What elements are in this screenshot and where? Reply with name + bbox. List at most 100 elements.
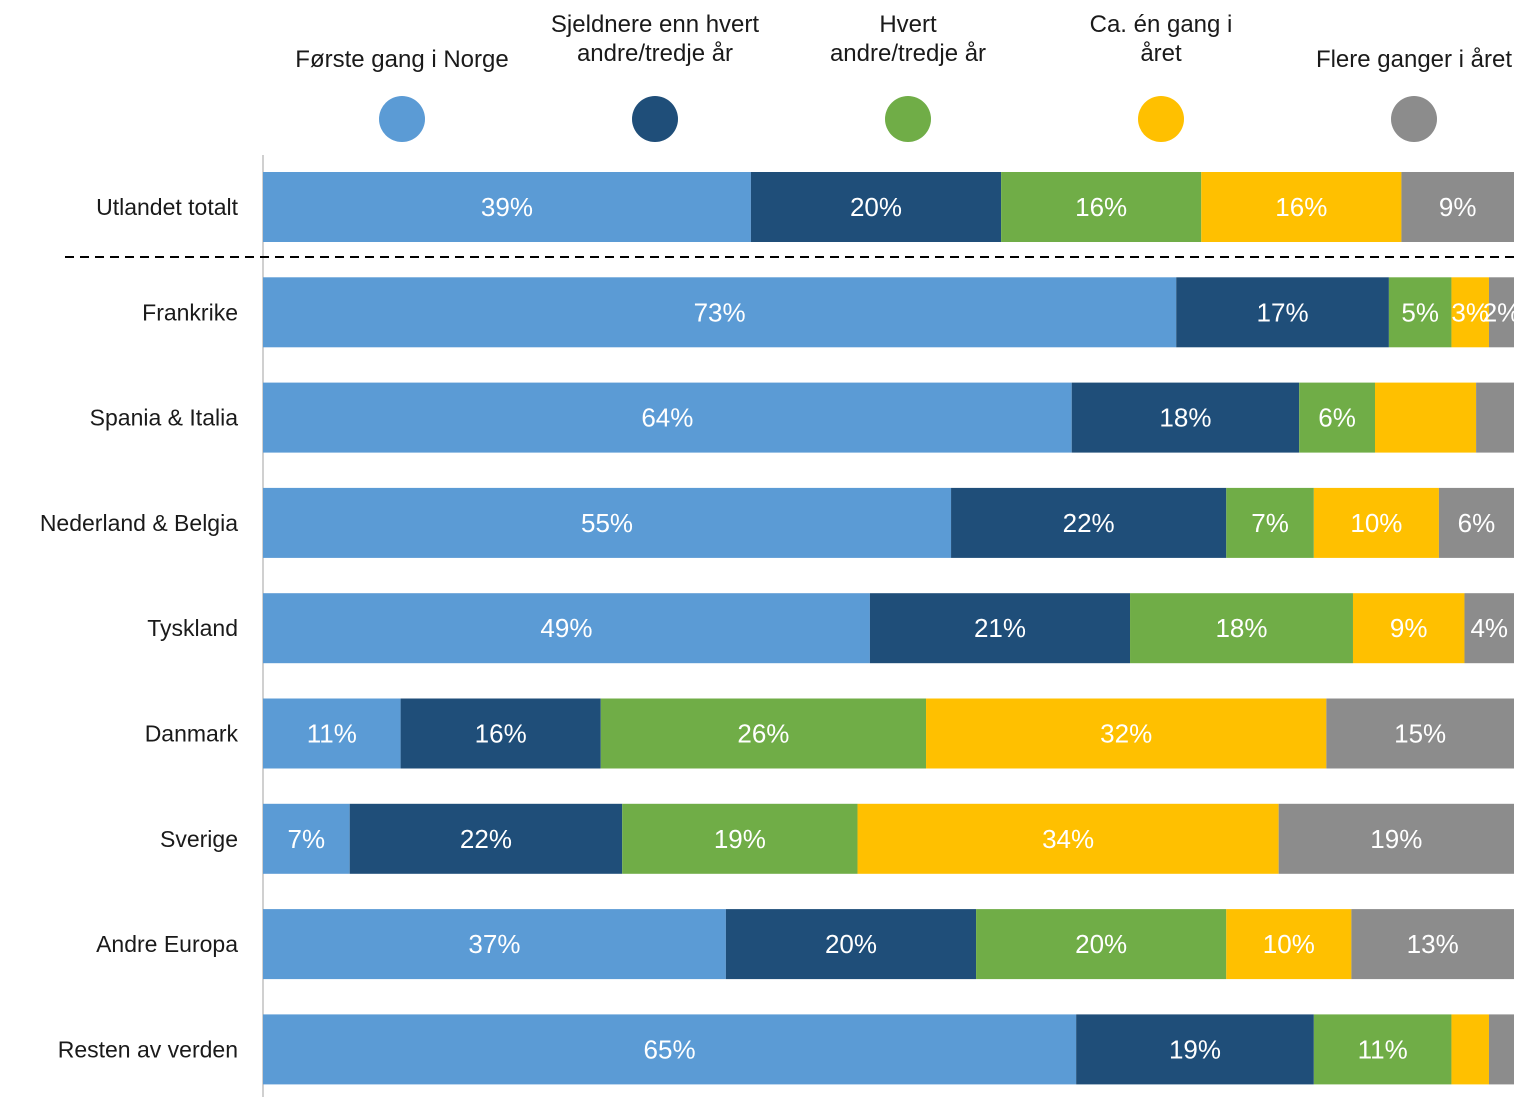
bar-segment: [1451, 277, 1489, 348]
bar-segment: [1313, 1014, 1452, 1085]
bar-segment: [1388, 277, 1452, 348]
bar-segment: [951, 487, 1227, 558]
data-label: 7%: [1251, 508, 1289, 538]
data-label: 20%: [825, 929, 877, 959]
data-label: 18%: [1159, 403, 1211, 433]
bar-segment: [1226, 487, 1314, 558]
legend-label-series-0: Første gang i Norge: [295, 46, 508, 73]
data-label: 9%: [1439, 192, 1477, 222]
bar-segment: [1488, 1014, 1514, 1085]
bar-segment: [263, 803, 350, 874]
bar-segment: [1351, 909, 1514, 980]
bar-segment: [263, 909, 726, 980]
bar-segment: [263, 487, 952, 558]
data-label: 64%: [641, 403, 693, 433]
bar-segment: [1071, 382, 1300, 453]
bar-segment: [750, 172, 1002, 242]
data-label: 11%: [307, 719, 357, 749]
legend-swatch-series-2: [885, 96, 931, 142]
category-label: Utlandet totalt: [96, 194, 239, 220]
bar-segment: [263, 698, 401, 769]
data-label: 4%: [1470, 613, 1508, 643]
data-label: 19%: [714, 824, 766, 854]
category-label: Resten av verden: [58, 1036, 238, 1062]
data-label: 16%: [475, 719, 527, 749]
bar-segment: [1176, 277, 1389, 348]
legend-swatch-series-3: [1138, 96, 1184, 142]
data-label: 2%: [1483, 297, 1514, 327]
data-label: 5%: [1401, 297, 1439, 327]
legend-label-series-1-line-0: Sjeldnere enn hvert: [551, 11, 759, 38]
legend-label-series-2-line-1: andre/tredje år: [830, 40, 986, 67]
bar-segment: [1226, 909, 1352, 980]
category-label: Frankrike: [142, 299, 238, 325]
bar-segments: [263, 172, 1514, 1085]
legend-swatch-series-4: [1391, 96, 1437, 142]
bar-segment: [725, 909, 977, 980]
bar-segment: [1278, 803, 1514, 874]
legend-label-series-4: Flere ganger i året: [1316, 46, 1512, 73]
data-label: 39%: [481, 192, 533, 222]
legend-label-series-3-line-1: året: [1140, 40, 1182, 67]
bar-segment: [926, 698, 1327, 769]
bar-segment: [1352, 593, 1465, 664]
bar-segment: [1076, 1014, 1314, 1085]
data-label: 19%: [1169, 1034, 1221, 1064]
legend-swatch-series-0: [379, 96, 425, 142]
data-label: 49%: [540, 613, 592, 643]
data-label: 26%: [737, 719, 789, 749]
bar-segment: [1313, 487, 1439, 558]
data-labels: 39% 20% 16% 16% 9% 73% 17% 5% 3%2% 64% 18% 6% 55% 22%…: [288, 192, 1514, 1064]
bar-segment: [1326, 698, 1514, 769]
bar-segment: [1438, 487, 1514, 558]
bar-segment: [349, 803, 623, 874]
category-label: Nederland & Belgia: [40, 510, 238, 536]
data-label: 55%: [581, 508, 633, 538]
bar-segment: [1451, 1014, 1489, 1085]
data-label: 16%: [1275, 192, 1327, 222]
data-label: 22%: [460, 824, 512, 854]
legend-label-series-1-line-1: andre/tredje år: [577, 40, 733, 67]
data-label: 11%: [1358, 1034, 1408, 1064]
category-label: Sverige: [160, 826, 238, 852]
bar-segment: [976, 909, 1227, 980]
legend-swatch-series-1: [632, 96, 678, 142]
bar-segment: [263, 172, 751, 242]
category-label: Spania & Italia: [90, 405, 239, 431]
data-label: 6%: [1318, 403, 1356, 433]
data-label: 32%: [1100, 719, 1152, 749]
bar-segment: [1464, 593, 1514, 664]
bar-segment: [263, 1014, 1077, 1085]
bar-segment: [1476, 382, 1514, 453]
bar-segment: [263, 593, 870, 664]
data-label: 16%: [1075, 192, 1127, 222]
data-label: 20%: [850, 192, 902, 222]
data-label: 10%: [1263, 929, 1315, 959]
bar-segment: [1130, 593, 1353, 664]
category-label: Danmark: [145, 721, 239, 747]
data-label: 22%: [1063, 508, 1115, 538]
bar-segment: [263, 277, 1177, 348]
category-label: Tyskland: [147, 615, 238, 641]
legend-label-series-2-line-0: Hvert: [879, 11, 937, 38]
bar-segment: [622, 803, 858, 874]
bar-segment: [1488, 277, 1514, 348]
bar-segment: [1001, 172, 1202, 242]
legend-label-series-3-line-0: Ca. én gang i: [1090, 11, 1233, 38]
data-label: 21%: [974, 613, 1026, 643]
data-label: 34%: [1042, 824, 1094, 854]
bar-segment: [400, 698, 601, 769]
bar-segment: [600, 698, 927, 769]
data-label: 13%: [1407, 929, 1459, 959]
data-label: 15%: [1394, 719, 1446, 749]
category-labels: Utlandet totalt Frankrike Spania & Italia N…: [40, 194, 239, 1062]
data-label: 65%: [644, 1034, 696, 1064]
data-label: 18%: [1215, 613, 1267, 643]
data-label: 37%: [468, 929, 520, 959]
data-label: 19%: [1370, 824, 1422, 854]
data-label: 17%: [1257, 297, 1309, 327]
bar-segment: [263, 382, 1072, 453]
data-label: 9%: [1390, 613, 1428, 643]
